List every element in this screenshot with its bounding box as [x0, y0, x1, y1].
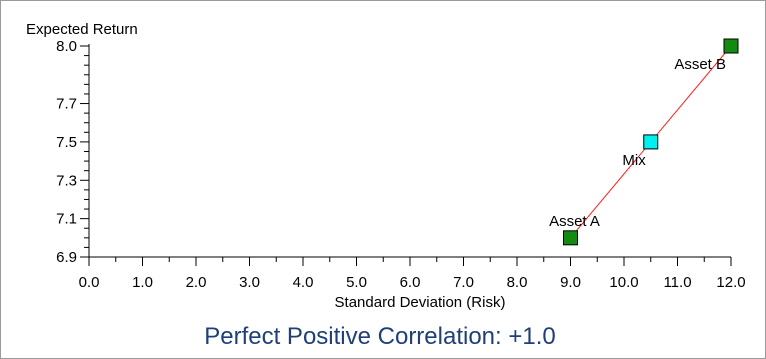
series: Asset A Mix Asset B	[549, 38, 739, 246]
x-tick-label: 0.0	[79, 274, 100, 291]
x-tick-label: 4.0	[293, 274, 314, 291]
y-tick-label: 7.5	[56, 134, 77, 151]
data-point-label: Asset A	[549, 213, 600, 230]
x-tick-label: 2.0	[186, 274, 207, 291]
x-tick-label: 6.0	[400, 274, 421, 291]
x-tick-label: 9.0	[560, 274, 581, 291]
x-tick-label: 7.0	[453, 274, 474, 291]
x-axis-label: Standard Deviation (Risk)	[335, 294, 506, 311]
y-tick-label: 7.1	[56, 211, 77, 228]
y-tick-label: 6.9	[56, 249, 77, 266]
axes	[88, 44, 731, 258]
data-point-marker	[643, 134, 659, 150]
y-tick-label: 7.7	[56, 96, 77, 113]
data-point-label: Asset B	[674, 56, 726, 73]
y-tick-label: 8.0	[56, 38, 77, 55]
x-tick-label: 5.0	[346, 274, 367, 291]
x-tick-label: 11.0	[663, 274, 691, 291]
x-tick-label: 10.0	[609, 274, 638, 291]
data-point-marker	[563, 230, 578, 246]
chart-title: Perfect Positive Correlation: +1.0	[204, 323, 556, 350]
y-axis-label: Expected Return	[26, 21, 138, 38]
y-tick-label: 7.3	[56, 172, 77, 189]
ticks: 0.0 1.0 2.0 3.0 4.0 5.0 6.0 7.0 8.0 9.0 10.0 11.0 12…	[56, 38, 745, 291]
data-point-marker	[723, 38, 739, 54]
data-point-label: Mix	[622, 152, 646, 169]
x-tick-label: 3.0	[239, 274, 260, 291]
x-tick-label: 12.0	[716, 274, 745, 291]
x-tick-label: 1.0	[132, 274, 153, 291]
x-tick-label: 8.0	[507, 274, 528, 291]
